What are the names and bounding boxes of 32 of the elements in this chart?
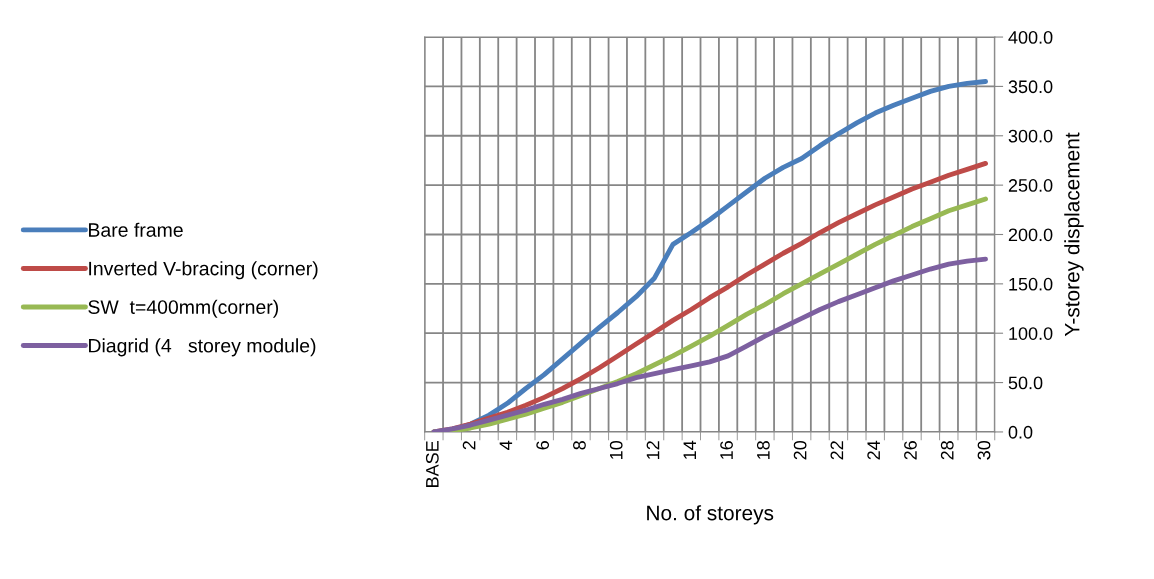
y-tick-label: 350.0: [1008, 80, 1053, 94]
legend-label: SW t=400mm(corner): [88, 299, 279, 318]
y-tick-label: 0.0: [1008, 425, 1033, 439]
x-tick-label: 10: [609, 440, 623, 459]
legend-label: Inverted V-bracing (corner): [89, 261, 318, 280]
x-tick-label: 6: [536, 441, 550, 450]
x-tick-label: BASE: [425, 441, 439, 487]
y-tick-label: 150.0: [1009, 277, 1053, 291]
y-tick-label: 100.0: [1009, 327, 1053, 340]
y-tick-label: 50.0: [1008, 376, 1043, 390]
x-tick-label: 24: [867, 440, 880, 460]
y-axis-title: Y-storey displacement: [1064, 132, 1084, 337]
x-tick-label: 16: [720, 441, 733, 459]
x-tick-label: 2: [462, 441, 476, 450]
x-tick-label: 30: [977, 440, 991, 460]
x-tick-label: 8: [573, 441, 586, 450]
y-tick-label: 250.0: [1008, 179, 1053, 192]
x-axis-title: No. of storeys: [647, 505, 774, 525]
y-tick-label: 400.0: [1008, 30, 1053, 44]
y-tick-label: 200.0: [1008, 228, 1053, 242]
x-tick-label: 14: [683, 440, 696, 459]
y-tick-label: 300.0: [1008, 129, 1053, 143]
legend-label: Bare frame: [89, 222, 183, 237]
legend-label: Diagrid (4 storey module): [89, 338, 316, 357]
x-tick-label: 26: [904, 441, 917, 460]
x-tick-label: 18: [756, 441, 770, 459]
line-series: [431, 256, 988, 432]
x-tick-label: 4: [499, 440, 513, 450]
x-tick-label: 22: [830, 441, 844, 460]
x-tick-label: 20: [793, 440, 807, 460]
x-tick-label: 28: [940, 441, 954, 460]
x-tick-label: 12: [646, 441, 660, 459]
